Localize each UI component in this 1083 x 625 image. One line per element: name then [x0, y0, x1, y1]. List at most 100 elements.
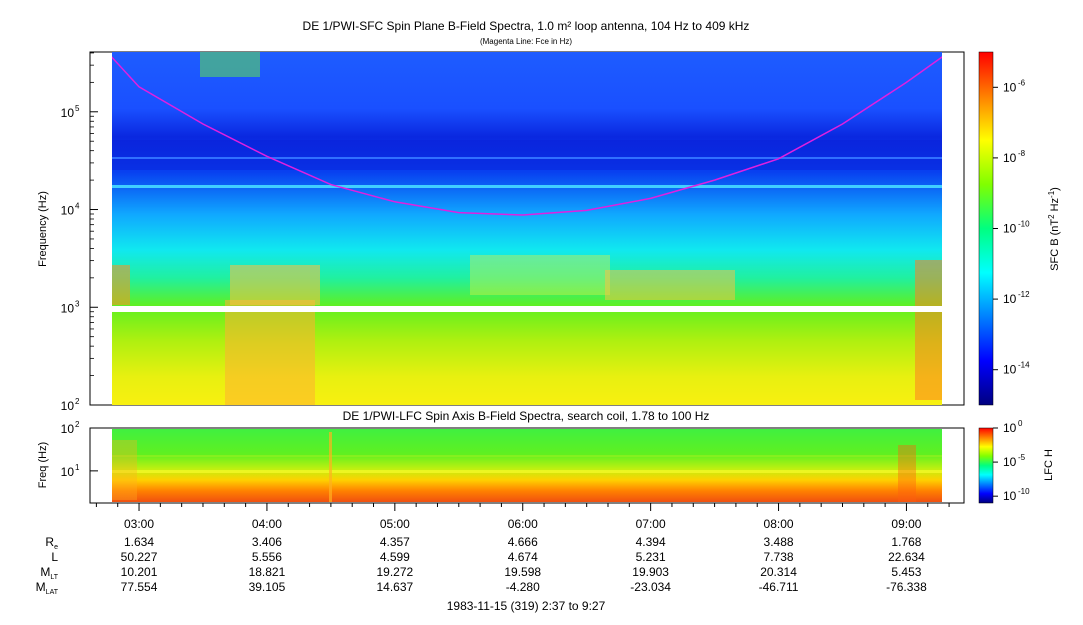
ephemeris-value: -76.338 [886, 580, 927, 594]
ephemeris-row-label: L [51, 550, 58, 564]
sfc-colorbar-tick-label: 10 [1003, 292, 1017, 306]
ephemeris-value: 19.598 [504, 565, 541, 579]
lfc-colorbar-gradient [978, 427, 994, 504]
time-tick-label: 03:00 [124, 517, 154, 531]
sfc-data-gap [112, 306, 942, 312]
lfc-colorbar-tick-label: 10 [1003, 455, 1017, 469]
ephemeris-value: 4.599 [380, 550, 410, 564]
sfc-dark-band [112, 140, 942, 170]
sfc-y-tick-exponent: 2 [75, 397, 80, 406]
ephemeris-value: 18.821 [249, 565, 286, 579]
sfc-y-tick-label: 10 [61, 399, 75, 413]
time-tick-label: 09:00 [891, 517, 921, 531]
time-tick-label: 08:00 [764, 517, 794, 531]
ephemeris-value: 4.357 [380, 535, 410, 549]
ephemeris-value: 19.272 [376, 565, 413, 579]
lfc-y-tick-label: 10 [61, 465, 75, 479]
sfc-y-tick-label: 10 [61, 106, 75, 120]
ephemeris-value: 77.554 [121, 580, 158, 594]
sfc-enhancement-mid [470, 255, 610, 295]
ephemeris-value: 39.105 [249, 580, 286, 594]
sfc-cyan-line [112, 185, 942, 188]
lfc-y-tick-exponent: 1 [75, 463, 80, 472]
time-tick-label: 07:00 [636, 517, 666, 531]
sfc-y-tick-exponent: 3 [75, 299, 80, 308]
lfc-colorbar-tick-exponent: -10 [1018, 487, 1030, 496]
lfc-left-edge [112, 440, 137, 500]
ephemeris-value: 14.637 [376, 580, 413, 594]
ephemeris-value: 5.453 [891, 565, 921, 579]
sfc-y-tick-exponent: 4 [75, 202, 80, 211]
ephemeris-value: 19.903 [632, 565, 669, 579]
ephemeris-value: 3.488 [764, 535, 794, 549]
ephemeris-row-label: Re [45, 535, 58, 551]
sfc-colorbar-tick-label: 10 [1003, 363, 1017, 377]
sfc-colorbar-gradient [978, 51, 994, 406]
ephemeris-value: 4.394 [636, 535, 666, 549]
sfc-y-tick-label: 10 [61, 204, 75, 218]
lfc-spike [329, 432, 332, 502]
ephemeris-value: 20.314 [760, 565, 797, 579]
sfc-burst-high [200, 52, 260, 77]
lfc-colorbar-label: LFC H [1043, 449, 1055, 481]
sfc-colorbar-label: SFC B (nT2 Hz-1) [1047, 187, 1061, 271]
lfc-y-axis-label: Freq (Hz) [37, 442, 49, 488]
ephemeris-value: 50.227 [121, 550, 158, 564]
lfc-band-2 [112, 470, 942, 473]
top-chart-subtitle: (Magenta Line: Fce in Hz) [480, 37, 572, 46]
time-axis: 03:00 04:00 05:00 06:00 07:00 08:00 09:00 [95, 503, 950, 531]
top-chart-title: DE 1/PWI-SFC Spin Plane B-Field Spectra,… [303, 19, 750, 33]
ephemeris-value: -4.280 [506, 580, 540, 594]
ephemeris-value: 7.738 [764, 550, 794, 564]
lfc-y-tick-exponent: 2 [75, 420, 80, 429]
ephemeris-value: 3.406 [252, 535, 282, 549]
ephemeris-value: 22.634 [888, 550, 925, 564]
lfc-band-1 [112, 455, 942, 457]
sfc-enhancement-chorus [605, 270, 735, 300]
sfc-colorbar-tick-label: 10 [1003, 222, 1017, 236]
ephemeris-row-label: MLT [40, 565, 58, 581]
ephemeris-table: Re 1.634 3.406 4.357 4.666 4.394 3.488 1.768 L 50… [36, 535, 927, 596]
lfc-right-burst [898, 445, 916, 502]
footer-date-range: 1983-11-15 (319) 2:37 to 9:27 [447, 599, 606, 613]
lfc-colorbar-tick-exponent: 0 [1018, 419, 1023, 428]
sfc-enhancement-left [112, 265, 130, 305]
lfc-intensity-field [112, 429, 942, 502]
time-tick-label: 06:00 [508, 517, 538, 531]
sfc-enhancement-low-a [225, 300, 315, 405]
sfc-colorbar-tick-exponent: -10 [1018, 220, 1030, 229]
time-tick-label: 05:00 [380, 517, 410, 531]
time-tick-label: 04:00 [252, 517, 282, 531]
ephemeris-value: 5.231 [636, 550, 666, 564]
lfc-colorbar-tick-label: 10 [1003, 489, 1017, 503]
sfc-enhancement-right [915, 260, 942, 400]
sfc-colorbar-tick-exponent: -12 [1018, 290, 1030, 299]
sfc-colorbar-tick-exponent: -8 [1018, 149, 1026, 158]
ephemeris-value: 1.768 [891, 535, 921, 549]
ephemeris-value: 10.201 [121, 565, 158, 579]
sfc-colorbar-tick-label: 10 [1003, 151, 1017, 165]
sfc-y-axis-label: Frequency (Hz) [37, 191, 49, 267]
sfc-cyan-line-2 [112, 157, 942, 159]
sfc-colorbar-tick-label: 10 [1003, 80, 1017, 94]
ephemeris-row-label: MLAT [36, 580, 59, 596]
sfc-colorbar-tick-exponent: -14 [1018, 361, 1030, 370]
lfc-colorbar-tick-label: 10 [1003, 421, 1017, 435]
sfc-colorbar-tick-exponent: -6 [1018, 78, 1026, 87]
bottom-chart-title: DE 1/PWI-LFC Spin Axis B-Field Spectra, … [343, 409, 710, 423]
lfc-y-tick-label: 10 [61, 422, 75, 436]
ephemeris-value: 5.556 [252, 550, 282, 564]
ephemeris-value: -46.711 [759, 580, 799, 594]
ephemeris-value: 4.666 [508, 535, 538, 549]
lfc-colorbar-tick-exponent: -5 [1018, 453, 1026, 462]
